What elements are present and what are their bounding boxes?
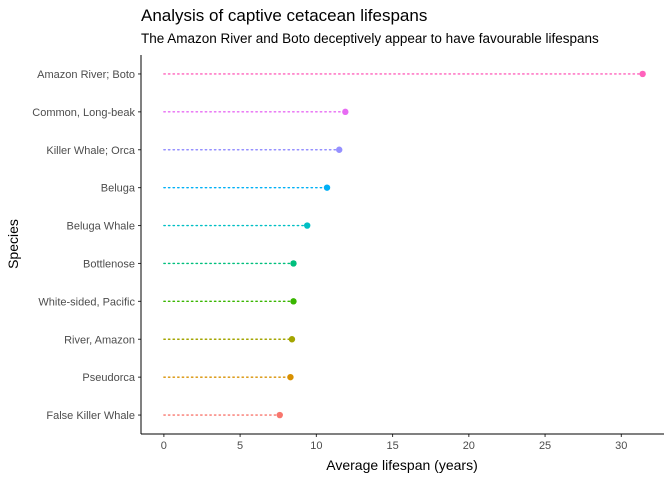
y-tick-label: White-sided, Pacific	[38, 296, 135, 308]
point-false-killer-whale	[276, 411, 283, 419]
x-axis-title: Average lifespan (years)	[326, 457, 477, 473]
x-tick-label: 0	[161, 440, 167, 452]
y-tick-label: River, Amazon	[64, 334, 135, 346]
x-tick-label: 25	[539, 440, 551, 452]
y-tick-label: False Killer Whale	[46, 410, 135, 422]
point-bottlenose	[290, 260, 297, 267]
point-killer-whale-orca	[336, 146, 343, 153]
chart-subtitle: The Amazon River and Boto deceptively ap…	[141, 31, 599, 46]
x-tick-label: 30	[615, 440, 627, 452]
point-pseudorca	[287, 373, 294, 381]
y-tick-label: Amazon River; Boto	[37, 69, 135, 81]
y-tick-label: Beluga Whale	[67, 221, 136, 233]
x-tick-label: 20	[463, 440, 475, 452]
y-tick-label: Beluga	[101, 183, 136, 195]
point-beluga	[323, 184, 331, 191]
y-tick-label: Bottlenose	[83, 258, 135, 270]
point-beluga-whale	[304, 222, 311, 229]
axis-ticks: False Killer Whale Pseudorca River, Amazon…	[32, 69, 627, 452]
y-tick-label: Killer Whale; Orca	[46, 145, 136, 157]
point-common-long-beak	[342, 108, 349, 116]
y-tick-label: Pseudorca	[82, 372, 135, 384]
x-tick-label: 5	[237, 440, 243, 452]
y-axis-title: Species	[5, 219, 21, 269]
point-amazon-river-boto	[639, 70, 646, 78]
chart-title: Analysis of captive cetacean lifespans	[141, 6, 427, 25]
point-white-sided-pacific	[290, 298, 297, 305]
plot-marks	[163, 70, 646, 419]
x-tick-label: 10	[310, 440, 322, 452]
x-tick-label: 15	[386, 440, 398, 452]
point-river-amazon	[288, 336, 296, 343]
y-tick-label: Common, Long-beak	[32, 107, 135, 119]
